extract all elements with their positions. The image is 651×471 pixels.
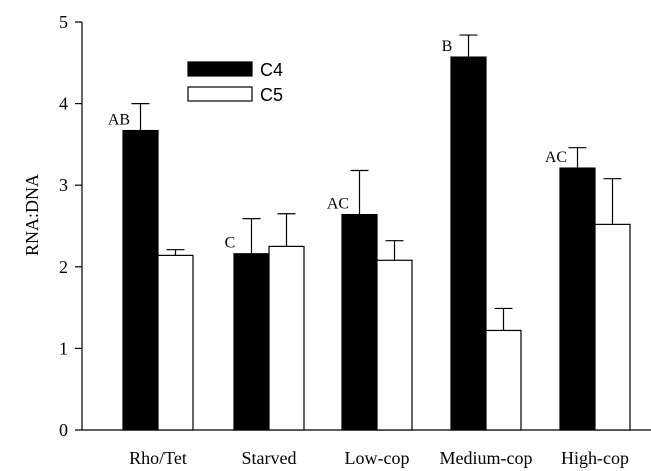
y-tick-label: 0: [59, 420, 68, 440]
x-category-label: Low-cop: [345, 448, 410, 468]
bar-c4: [122, 129, 159, 431]
bar-c4: [341, 213, 378, 431]
significance-label: C: [225, 235, 236, 252]
bar-c5: [376, 259, 413, 431]
y-tick-label: 3: [59, 175, 68, 195]
y-tick-label: 2: [59, 257, 68, 277]
y-tick-label: 1: [59, 338, 68, 358]
bar-c5: [594, 223, 631, 431]
significance-label: AC: [545, 149, 567, 166]
legend-swatch-c5: [187, 86, 253, 102]
bar-c5: [485, 329, 522, 431]
significance-label: B: [442, 38, 453, 55]
y-tick-label: 5: [59, 12, 68, 32]
y-axis-title: RNA:DNA: [22, 174, 42, 256]
legend-label: C5: [260, 85, 283, 105]
bar-c5: [268, 245, 305, 431]
bar-c4: [450, 56, 487, 431]
x-category-label: Starved: [242, 448, 297, 468]
bar-c4: [559, 167, 596, 431]
legend-swatch-c4: [187, 61, 253, 77]
significance-label: AB: [108, 112, 130, 129]
significance-label: AC: [327, 196, 349, 213]
bar-c4: [233, 253, 270, 431]
x-category-label: Medium-cop: [440, 448, 533, 468]
bar-c5: [157, 254, 194, 431]
legend-label: C4: [260, 60, 283, 80]
y-tick-label: 4: [59, 94, 68, 114]
x-category-label: High-cop: [561, 448, 629, 468]
x-category-label: Rho/Tet: [129, 448, 187, 468]
plot-area: 0 1 2 3 4 5 Rho/Tet AB Starved C Low-cop AC Medium-c…: [59, 12, 651, 468]
